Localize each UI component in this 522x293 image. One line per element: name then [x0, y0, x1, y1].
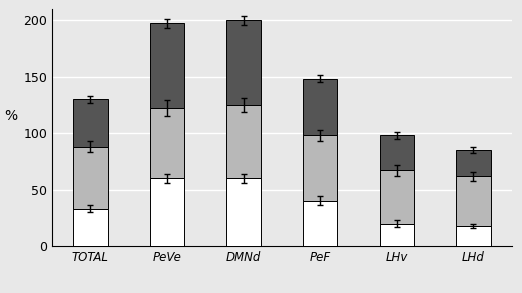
- Bar: [227, 20, 261, 105]
- Bar: [150, 23, 184, 108]
- Bar: [73, 209, 108, 246]
- Bar: [303, 201, 337, 246]
- Bar: [73, 99, 108, 147]
- Bar: [150, 108, 184, 178]
- Y-axis label: %: %: [4, 109, 17, 123]
- Bar: [379, 135, 414, 171]
- Bar: [456, 226, 491, 246]
- Bar: [73, 147, 108, 209]
- Bar: [379, 171, 414, 224]
- Bar: [227, 178, 261, 246]
- Bar: [303, 135, 337, 201]
- Bar: [456, 150, 491, 176]
- Bar: [227, 105, 261, 178]
- Bar: [456, 176, 491, 226]
- Bar: [150, 178, 184, 246]
- Bar: [303, 79, 337, 135]
- Bar: [379, 224, 414, 246]
